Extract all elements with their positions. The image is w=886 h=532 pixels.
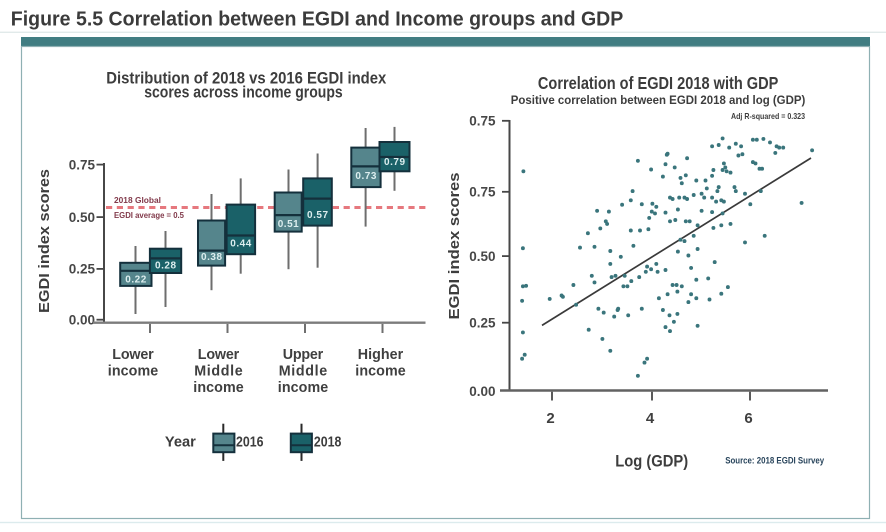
svg-text:0.38: 0.38 bbox=[201, 252, 222, 263]
svg-text:0.50: 0.50 bbox=[469, 249, 495, 264]
svg-text:income: income bbox=[193, 380, 244, 396]
svg-text:0.75: 0.75 bbox=[69, 157, 96, 172]
svg-text:0.25: 0.25 bbox=[69, 262, 96, 277]
svg-text:0.51: 0.51 bbox=[278, 219, 299, 230]
svg-text:Log (GDP): Log (GDP) bbox=[615, 452, 688, 471]
svg-text:EGDI index scores: EGDI index scores bbox=[37, 169, 53, 313]
svg-text:Upper: Upper bbox=[283, 347, 324, 363]
svg-text:0.00: 0.00 bbox=[69, 313, 95, 328]
svg-text:2018: 2018 bbox=[314, 434, 342, 450]
svg-text:Distribution of 2018 vs 2016 E: Distribution of 2018 vs 2016 EGDI index bbox=[106, 68, 386, 87]
svg-text:4: 4 bbox=[646, 410, 655, 427]
svg-text:6: 6 bbox=[744, 410, 752, 427]
svg-text:EGDI average = 0.5: EGDI average = 0.5 bbox=[114, 210, 184, 220]
svg-text:Adj R-squared = 0.323: Adj R-squared = 0.323 bbox=[731, 111, 805, 121]
svg-text:0.00: 0.00 bbox=[469, 384, 495, 399]
svg-text:Figure 5.5 Correlation between: Figure 5.5 Correlation between EGDI and … bbox=[11, 7, 624, 30]
svg-text:Lower: Lower bbox=[198, 347, 240, 363]
svg-text:2018 Global: 2018 Global bbox=[114, 195, 161, 205]
svg-text:Higher: Higher bbox=[358, 347, 404, 363]
svg-text:0.75: 0.75 bbox=[469, 185, 496, 200]
svg-text:Year: Year bbox=[165, 434, 196, 450]
svg-text:income: income bbox=[108, 364, 159, 380]
svg-text:0.73: 0.73 bbox=[355, 171, 376, 182]
svg-text:0.75: 0.75 bbox=[469, 114, 496, 129]
svg-text:income: income bbox=[355, 364, 406, 380]
svg-text:EGDI index scores: EGDI index scores bbox=[447, 173, 463, 320]
svg-text:Source: 2018 EGDI Survey: Source: 2018 EGDI Survey bbox=[725, 456, 824, 466]
svg-text:Lower: Lower bbox=[112, 347, 154, 363]
svg-text:0.25: 0.25 bbox=[469, 316, 496, 331]
svg-text:2016: 2016 bbox=[236, 434, 264, 450]
svg-text:Correlation of EGDI 2018 with: Correlation of EGDI 2018 with GDP bbox=[538, 73, 779, 93]
svg-text:0.79: 0.79 bbox=[384, 157, 405, 168]
svg-text:0.28: 0.28 bbox=[155, 260, 176, 271]
svg-text:0.50: 0.50 bbox=[69, 210, 95, 225]
svg-text:2: 2 bbox=[546, 410, 554, 427]
svg-text:0.44: 0.44 bbox=[230, 238, 251, 249]
svg-text:Positive correlation between E: Positive correlation between EGDI 2018 a… bbox=[511, 93, 806, 107]
svg-text:0.57: 0.57 bbox=[307, 210, 328, 221]
svg-text:Middle: Middle bbox=[279, 364, 328, 380]
svg-text:0.22: 0.22 bbox=[125, 274, 146, 285]
svg-text:income: income bbox=[278, 380, 329, 396]
svg-text:scores across income groups: scores across income groups bbox=[144, 82, 343, 101]
svg-text:Middle: Middle bbox=[194, 364, 243, 380]
